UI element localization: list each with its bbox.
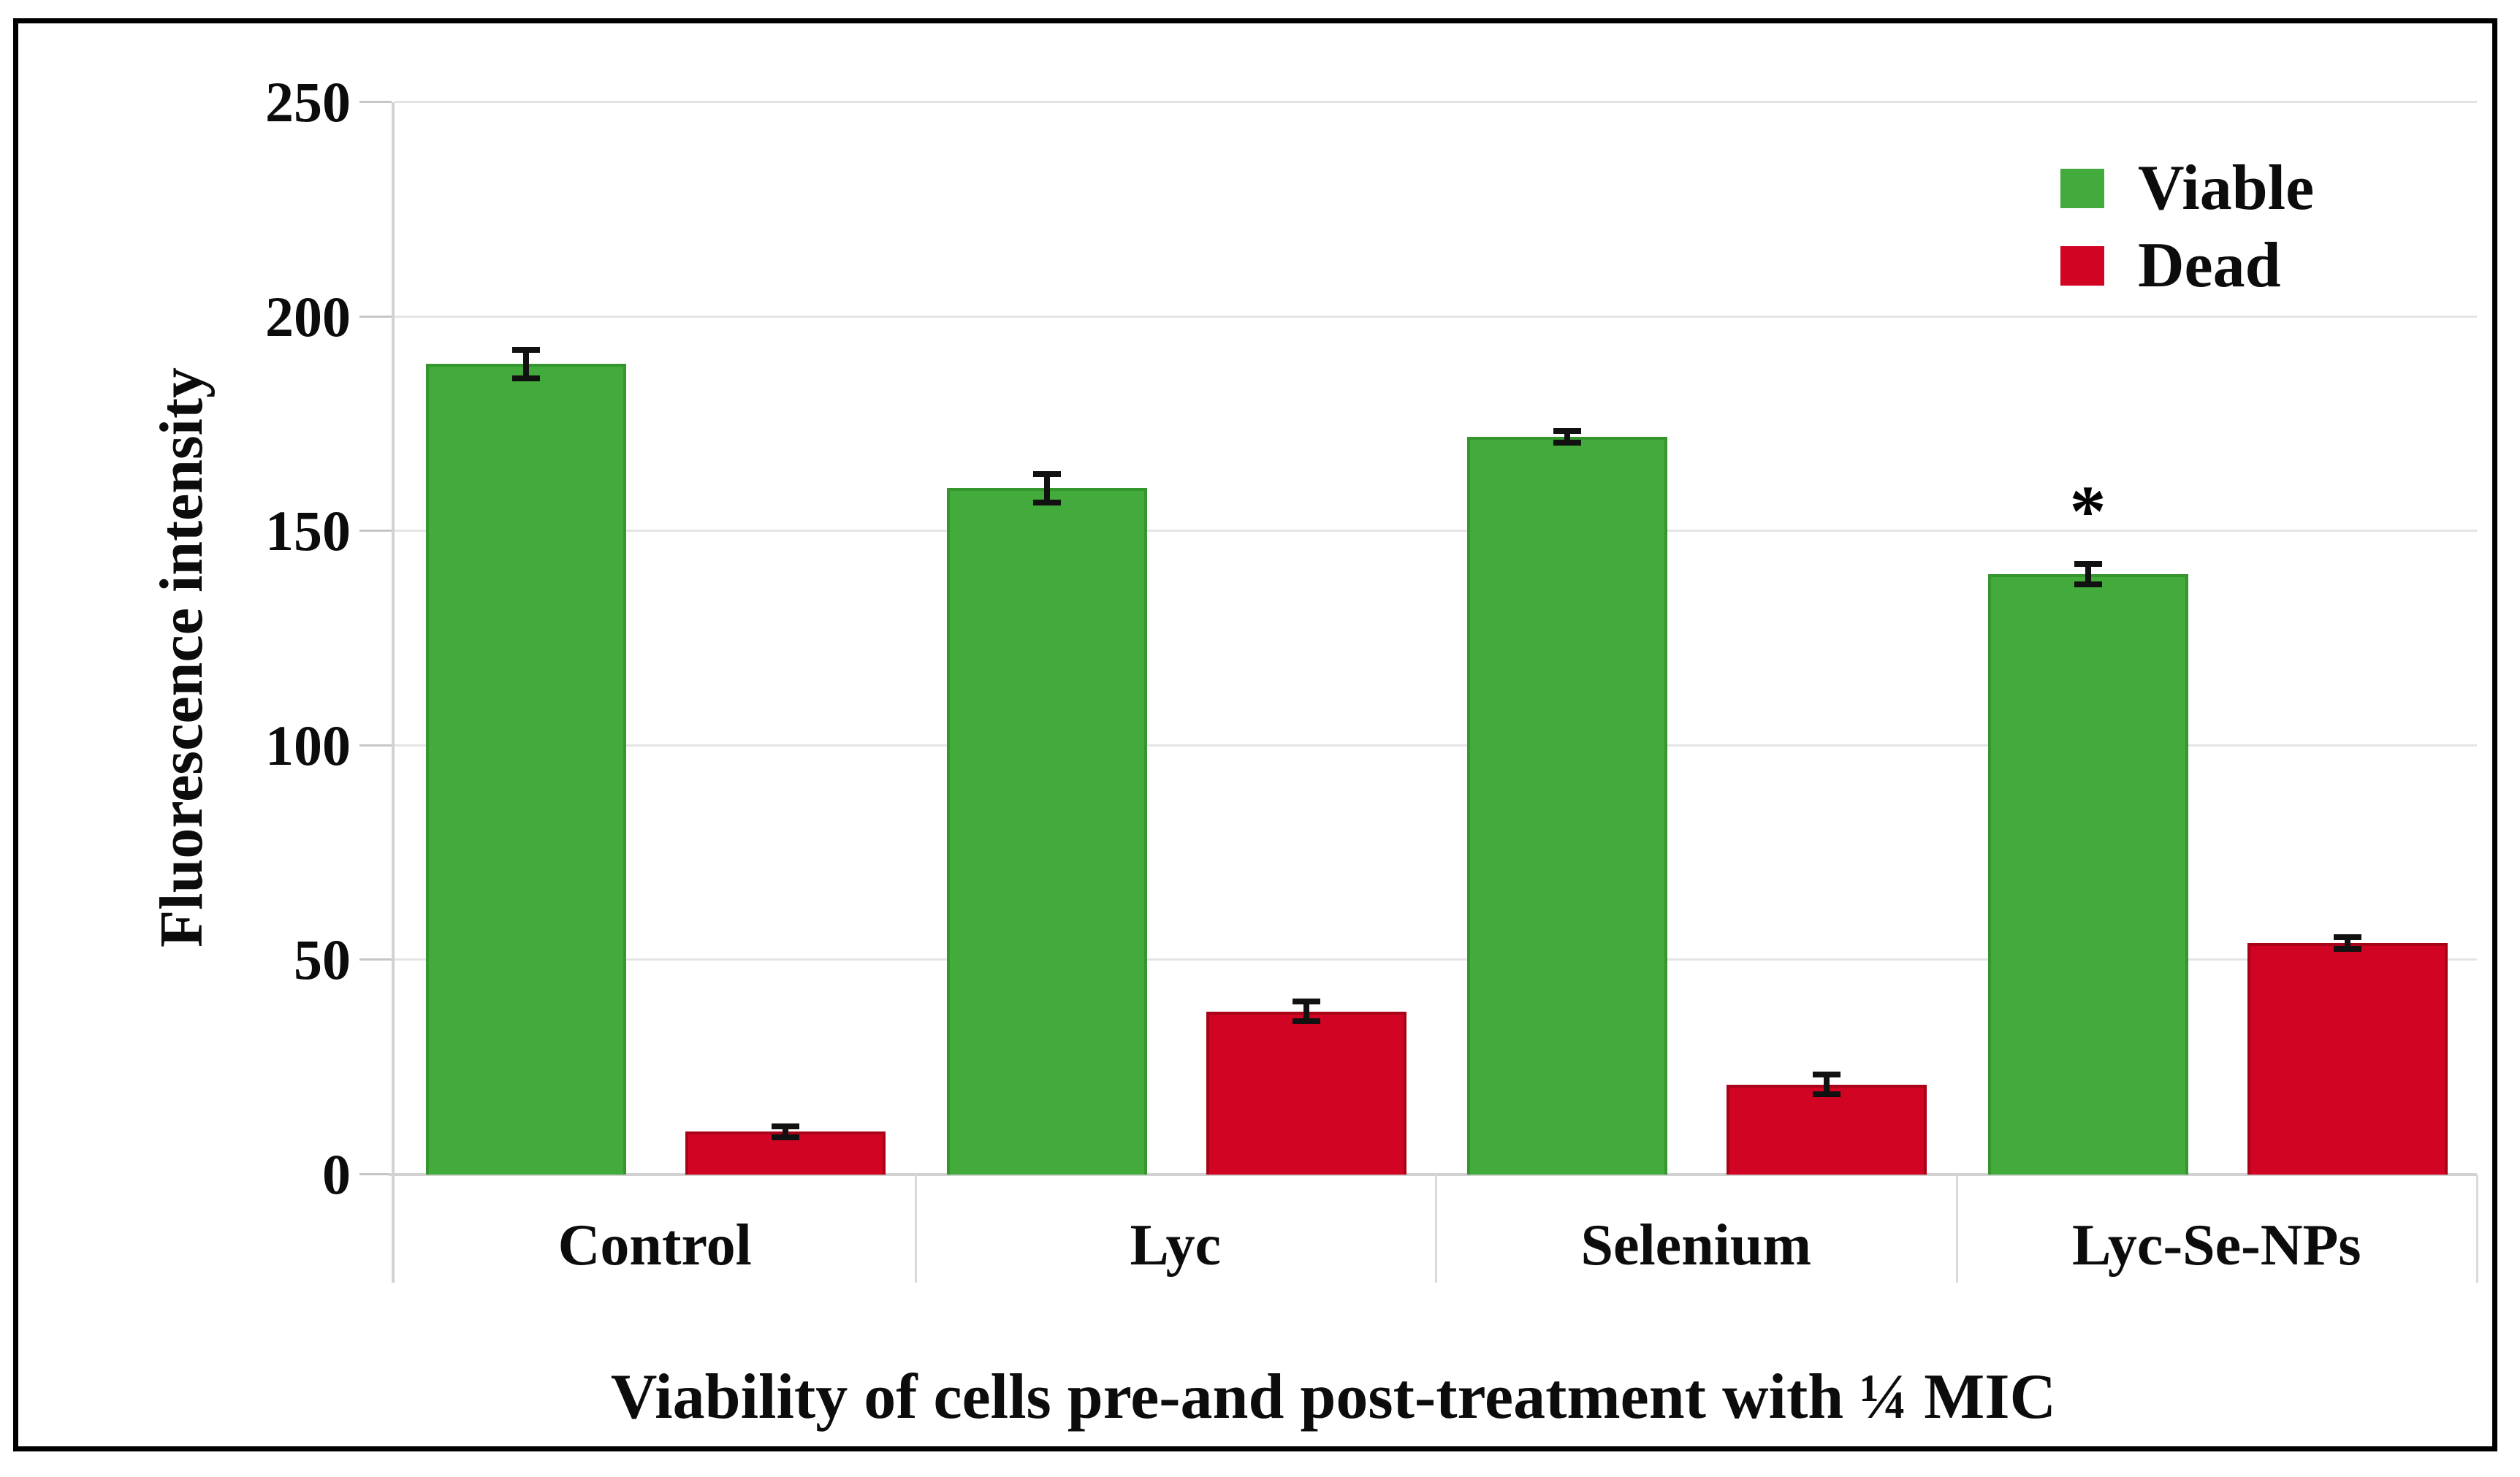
error-stem [523, 346, 529, 381]
legend: Viable Dead [2060, 155, 2314, 310]
bar-dead-lyc [1206, 1011, 1406, 1175]
category-label-lyc: Lyc [1130, 1213, 1221, 1278]
category-separator [2476, 1175, 2478, 1283]
legend-label-dead: Dead [2138, 230, 2281, 301]
y-tick-label: 250 [265, 70, 351, 134]
y-tick-mark-100 [359, 744, 392, 747]
error-bar-viable-control [512, 346, 540, 381]
y-tick-label: 0 [322, 1142, 351, 1206]
error-bar-dead-lyc-se-nps [2333, 934, 2361, 952]
gridline-150 [395, 530, 2477, 533]
category-label-control: Control [557, 1213, 752, 1278]
category-separator [1435, 1175, 1437, 1283]
legend-item-viable: Viable [2060, 155, 2314, 222]
error-stem [1303, 999, 1309, 1025]
error-stem [2085, 561, 2091, 587]
plot-area: 0 50 100 150 200 250 * Control Lyc Selenium Lyc-Se… [265, 74, 2478, 1283]
error-bar-dead-control [772, 1123, 799, 1141]
y-tick-label: 50 [294, 928, 351, 992]
y-tick-label: 100 [265, 713, 351, 777]
error-bar-viable-lyc [1032, 470, 1061, 505]
error-stem [1564, 428, 1570, 446]
y-axis-line [392, 102, 395, 1283]
gridline-250 [395, 101, 2477, 103]
bar-viable-lyc-se-nps [1987, 573, 2188, 1175]
error-stem [783, 1123, 788, 1141]
category-label-lyc-se-nps: Lyc-Se-NPs [2071, 1213, 2361, 1278]
gridline-100 [395, 744, 2477, 747]
error-bar-viable-lyc-se-nps [2074, 561, 2102, 587]
bar-viable-control [426, 364, 626, 1175]
error-bar-dead-lyc [1292, 999, 1320, 1025]
y-tick-label: 150 [265, 499, 351, 563]
legend-swatch-viable-icon [2060, 169, 2104, 208]
legend-label-viable: Viable [2138, 153, 2315, 224]
significance-asterisk: * [2069, 470, 2106, 552]
y-tick-mark-200 [359, 315, 392, 318]
gridline-50 [395, 958, 2477, 961]
error-bar-viable-selenium [1553, 428, 1581, 446]
y-axis-title: Fluorescence intensity [148, 367, 216, 947]
bar-dead-lyc-se-nps [2247, 942, 2448, 1175]
error-stem [1043, 470, 1050, 505]
legend-swatch-dead-icon [2060, 246, 2104, 286]
gridline-200 [395, 315, 2477, 318]
category-label-selenium: Selenium [1580, 1213, 1812, 1278]
bar-viable-selenium [1467, 437, 1667, 1175]
bar-dead-selenium [1727, 1084, 1927, 1175]
error-stem [1824, 1072, 1830, 1098]
y-tick-mark-50 [359, 958, 392, 961]
y-tick-mark-150 [359, 530, 392, 533]
bar-viable-lyc [946, 488, 1147, 1175]
error-bar-dead-selenium [1813, 1072, 1840, 1098]
category-separator [914, 1175, 917, 1283]
chart-title: Viability of cells pre-and post-treatmen… [610, 1362, 2057, 1432]
legend-item-dead: Dead [2060, 232, 2314, 299]
y-tick-mark-0 [359, 1173, 392, 1175]
x-axis-line [389, 1173, 2477, 1176]
error-stem [2344, 934, 2350, 952]
y-tick-mark-250 [359, 101, 392, 103]
category-separator [1955, 1175, 1958, 1283]
y-tick-label: 200 [265, 284, 351, 348]
